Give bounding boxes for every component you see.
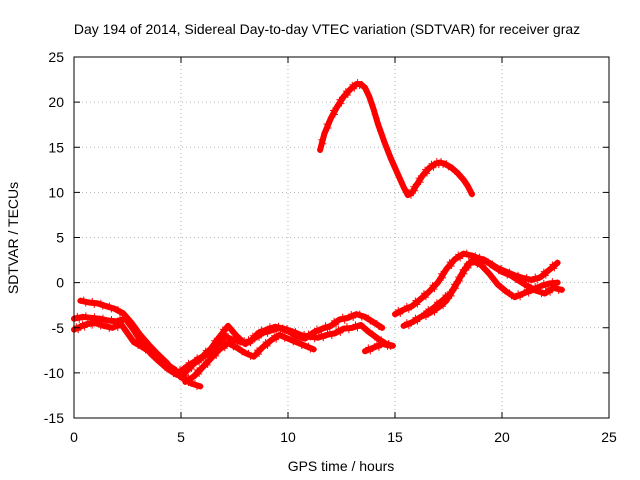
y-tick-label: 15 — [48, 139, 64, 155]
x-tick-label: 15 — [387, 429, 403, 445]
axis-ticks — [73, 56, 610, 419]
series-band — [182, 332, 317, 385]
x-tick-label: 10 — [280, 429, 296, 445]
y-tick-label: 20 — [48, 94, 64, 110]
series-band — [362, 341, 394, 355]
y-tick-label: -10 — [44, 365, 64, 381]
y-tick-label: 5 — [56, 230, 64, 246]
series-track-D — [182, 331, 317, 385]
y-tick-label: 25 — [48, 49, 64, 65]
y-tick-label: -15 — [44, 410, 64, 426]
series-track-H — [421, 253, 565, 318]
y-tick-label: -5 — [52, 320, 65, 336]
y-tick-label: 10 — [48, 184, 64, 200]
series-band — [317, 81, 475, 199]
y-tick-label: 0 — [56, 275, 64, 291]
series-track-C — [77, 296, 204, 391]
grid — [74, 57, 609, 418]
x-tick-label: 20 — [494, 429, 510, 445]
series-upper-arc — [317, 79, 476, 199]
chart-title: Day 194 of 2014, Sidereal Day-to-day VTE… — [74, 21, 580, 37]
y-axis-label: SDTVAR / TECUs — [5, 182, 21, 294]
x-tick-label: 5 — [177, 429, 185, 445]
tick-labels: 0 5 10 15 20 25 -15 -10 -5 0 5 10 15 20 25 — [44, 49, 617, 445]
x-tick-label: 0 — [70, 429, 78, 445]
series-track-E — [362, 339, 394, 355]
x-axis-label: GPS time / hours — [288, 458, 395, 474]
plot-area — [71, 79, 565, 391]
x-tick-label: 25 — [601, 429, 617, 445]
